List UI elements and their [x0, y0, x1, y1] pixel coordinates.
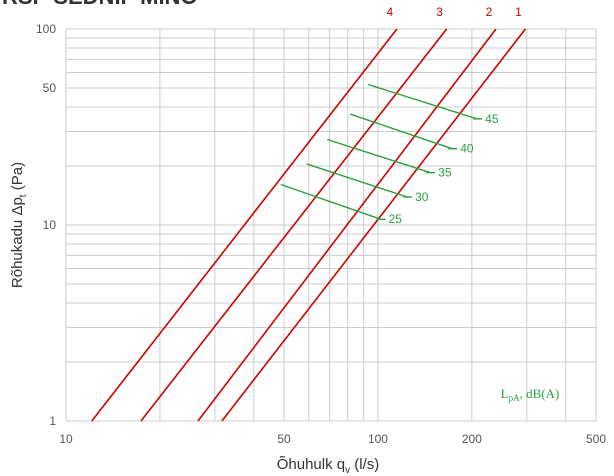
- y-axis-label-sub: t: [18, 194, 29, 197]
- sound-level-label: 40: [460, 142, 474, 156]
- grid: [65, 28, 597, 422]
- x-tick-label: 200: [462, 432, 482, 446]
- x-tick-label: 500: [586, 432, 606, 446]
- x-tick-label: 100: [368, 432, 388, 446]
- sound-level-label: 35: [438, 166, 452, 180]
- sound-level-label: 30: [415, 190, 429, 204]
- sound-level-label: 45: [485, 112, 499, 126]
- sound-level-line: [367, 83, 478, 120]
- performance-line-label: 4: [387, 5, 394, 19]
- y-axis-label-main: Rõhukadu Δp: [9, 197, 26, 288]
- chart-header-fragment: RSF-SEDNIF MINO: [2, 0, 198, 9]
- y-axis-label: Rõhukadu Δpt (Pa): [9, 162, 29, 288]
- sound-level-note: LpA, dB(A): [501, 386, 560, 403]
- performance-line: [221, 28, 527, 422]
- y-tick-labels: 1 10 50 100: [36, 22, 56, 428]
- x-tick-label: 50: [277, 432, 291, 446]
- performance-line: [140, 28, 448, 422]
- sound-level-lines: 25 30 35 40 45: [280, 83, 499, 226]
- performance-lines: 1 2 3 4: [91, 5, 527, 422]
- performance-line: [91, 28, 398, 422]
- sound-level-line: [327, 138, 431, 174]
- sound-level-note-sub: pA: [509, 393, 521, 403]
- performance-line-label: 3: [436, 5, 443, 19]
- y-tick-label: 10: [43, 218, 57, 232]
- x-axis-label-sub: v: [345, 465, 350, 476]
- sound-level-label: 25: [389, 212, 403, 226]
- performance-line-label: 2: [486, 5, 493, 19]
- x-axis-label: Õhuhulk qv (l/s): [277, 456, 380, 476]
- y-tick-label: 50: [43, 81, 57, 95]
- y-tick-label: 100: [36, 22, 56, 36]
- y-tick-label: 1: [49, 414, 56, 428]
- x-tick-labels: 10 50 100 200 500: [59, 432, 606, 446]
- performance-line-label: 1: [515, 5, 522, 19]
- performance-line: [197, 28, 497, 422]
- sound-level-note-unit: , dB(A): [520, 386, 560, 401]
- x-axis-label-unit: (l/s): [350, 456, 379, 473]
- sound-level-line: [280, 183, 381, 220]
- y-axis-label-unit: (Pa): [9, 162, 26, 195]
- sound-level-line: [349, 113, 453, 150]
- x-tick-label: 10: [59, 432, 73, 446]
- x-axis-label-main: Õhuhulk q: [277, 456, 345, 473]
- sound-level-line: [306, 163, 408, 198]
